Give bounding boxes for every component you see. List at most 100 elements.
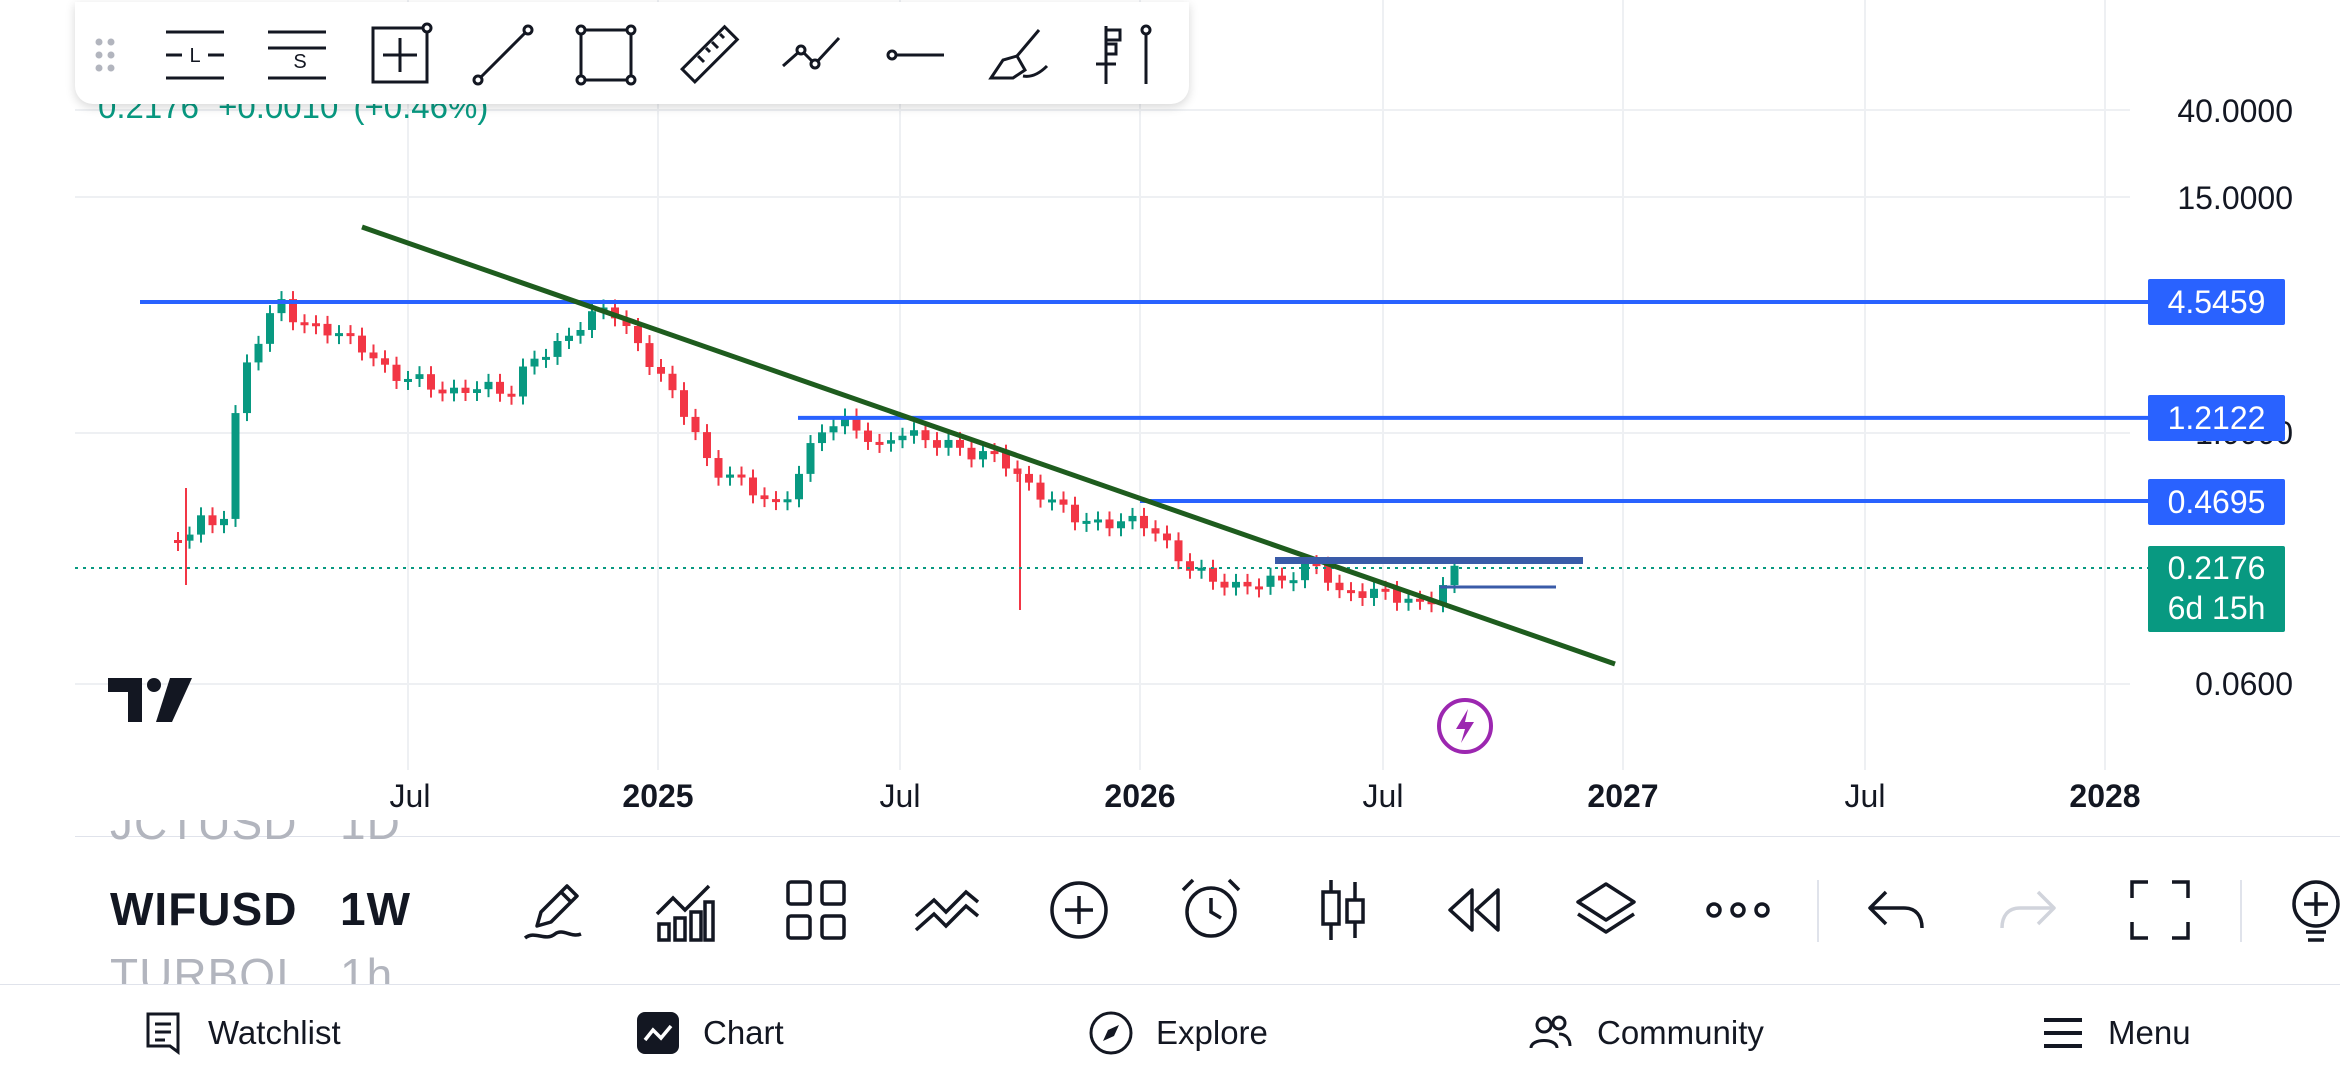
fullscreen-icon[interactable] xyxy=(2122,872,2198,948)
candle-body xyxy=(254,343,263,363)
candle-body xyxy=(461,387,470,393)
candle-body xyxy=(1393,589,1401,603)
candle-body xyxy=(1358,591,1367,598)
anchor-icon[interactable] xyxy=(1086,20,1186,90)
undo-icon[interactable] xyxy=(1858,872,1934,948)
candle-body xyxy=(852,416,861,431)
indicators-icon[interactable] xyxy=(647,872,723,948)
alert-icon[interactable] xyxy=(1173,872,1249,948)
candle-body xyxy=(1140,515,1148,529)
zone-rectangle xyxy=(1275,557,1583,564)
time-label: Jul xyxy=(1362,778,1404,814)
ruler-icon[interactable] xyxy=(674,20,744,90)
compare-icon[interactable] xyxy=(910,872,986,948)
candle-body xyxy=(645,343,654,367)
redo-icon[interactable] xyxy=(1990,872,2066,948)
symbol-prev[interactable]: JCTUSD 1D xyxy=(110,820,400,850)
candle-body xyxy=(1209,567,1217,582)
chart-nav-icon xyxy=(637,1012,679,1054)
candle-body xyxy=(1036,482,1045,500)
layers-icon[interactable] xyxy=(1568,872,1644,948)
candle-body xyxy=(542,356,550,360)
candle-body xyxy=(1094,519,1102,523)
candle-body xyxy=(438,389,447,394)
grip-icon[interactable] xyxy=(85,20,125,90)
symbol-next[interactable]: TURBOI 1h xyxy=(110,948,392,984)
time-label: 2026 xyxy=(1104,778,1176,814)
nav-menu[interactable]: Menu xyxy=(2040,985,2191,1081)
candle-body xyxy=(1370,588,1378,598)
level-badge[interactable]: 4.5459 xyxy=(2148,279,2285,325)
nav-explore[interactable]: Explore xyxy=(1088,985,1268,1081)
horizontal-lines-L-icon[interactable]: L xyxy=(160,20,230,90)
candle-body xyxy=(1335,582,1344,591)
candle-body xyxy=(266,313,274,344)
candle-body xyxy=(921,430,930,441)
nav-watchlist-label: Watchlist xyxy=(208,1014,341,1051)
horizontal-lines-S-icon[interactable]: S xyxy=(262,20,332,90)
symbol-current-interval: 1W xyxy=(340,883,411,935)
level-badge[interactable]: 1.2122 xyxy=(2148,395,2285,441)
symbol-picker[interactable]: JCTUSD 1D WIFUSD 1W TURBOI 1h xyxy=(0,820,490,984)
add-icon[interactable] xyxy=(1041,872,1117,948)
price-chart[interactable] xyxy=(0,0,2340,830)
templates-icon[interactable] xyxy=(778,872,854,948)
drawings-layer xyxy=(75,224,2148,667)
candle-body xyxy=(208,515,217,526)
candle-body xyxy=(783,499,792,503)
candle-body xyxy=(841,416,849,427)
candle-body xyxy=(1347,590,1355,594)
candle-body xyxy=(944,439,953,448)
candle-body xyxy=(818,432,826,444)
current-price-badge[interactable]: 0.2176 6d 15h xyxy=(2148,546,2285,632)
symbol-current[interactable]: WIFUSD 1W xyxy=(110,882,410,936)
candle-body xyxy=(795,473,803,500)
ideas-icon[interactable] xyxy=(2282,872,2340,948)
candle-body xyxy=(680,390,688,417)
candle-body xyxy=(1381,588,1390,592)
time-label: 2027 xyxy=(1587,778,1659,814)
price-tick: 0.0600 xyxy=(2195,666,2293,702)
candle-body xyxy=(565,335,573,341)
chart-bottom-border xyxy=(75,836,2340,837)
path-icon[interactable] xyxy=(777,20,847,90)
chart-type-icon[interactable] xyxy=(1305,872,1381,948)
time-label: Jul xyxy=(389,778,431,814)
crosshair-box-icon[interactable] xyxy=(365,20,435,90)
nav-chart-label: Chart xyxy=(703,1014,784,1051)
candle-body xyxy=(1301,563,1309,581)
nav-chart[interactable]: Chart xyxy=(635,985,784,1081)
candle-body xyxy=(174,540,182,543)
symbol-prev-name: JCTUSD xyxy=(110,820,298,849)
rectangle-icon[interactable] xyxy=(571,20,641,90)
current-price: 0.2176 xyxy=(2167,550,2266,586)
lightning-icon[interactable] xyxy=(1436,697,1494,755)
ray-icon[interactable] xyxy=(880,20,950,90)
replay-icon[interactable] xyxy=(1436,872,1512,948)
price-tick: 40.0000 xyxy=(2177,93,2293,129)
candle-body xyxy=(1151,528,1160,534)
candle-body xyxy=(484,381,493,390)
candle-body xyxy=(1025,473,1033,483)
more-icon[interactable] xyxy=(1700,872,1776,948)
candle-body xyxy=(737,474,746,478)
level-badge[interactable]: 0.4695 xyxy=(2148,479,2285,525)
candle-body xyxy=(553,340,562,357)
brush-icon[interactable] xyxy=(983,20,1053,90)
candle-body xyxy=(657,366,665,374)
candle-body xyxy=(381,358,389,365)
symbol-prev-interval: 1D xyxy=(340,820,401,849)
candle-body xyxy=(289,299,297,323)
nav-community[interactable]: Community xyxy=(1525,985,1764,1081)
candles-layer xyxy=(174,291,1459,613)
time-label: Jul xyxy=(879,778,921,814)
candle-body xyxy=(772,499,780,503)
candle-body xyxy=(450,387,458,394)
trend-line-icon[interactable] xyxy=(468,20,538,90)
candle-body xyxy=(898,435,907,441)
nav-watchlist[interactable]: Watchlist xyxy=(140,985,341,1081)
candle-body xyxy=(1105,519,1114,529)
candle-body xyxy=(323,323,332,336)
pencil-icon[interactable] xyxy=(515,872,591,948)
drawing-toolbar: L S xyxy=(75,2,1189,104)
